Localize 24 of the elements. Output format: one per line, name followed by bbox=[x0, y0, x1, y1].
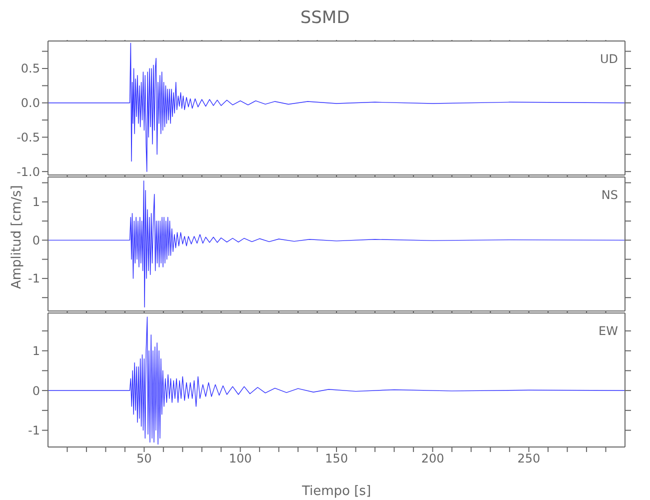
y-tick-label: 0 bbox=[32, 384, 40, 398]
y-tick-label: -1 bbox=[28, 272, 40, 286]
y-tick-label: 1 bbox=[32, 195, 40, 210]
y-axis-title: Amplitud [cm/s] bbox=[10, 185, 25, 289]
x-tick-label: 50 bbox=[136, 452, 152, 466]
x-tick-label: 150 bbox=[325, 452, 348, 466]
y-tick-label: -0.5 bbox=[16, 130, 40, 144]
y-tick-label: 0.0 bbox=[20, 96, 40, 110]
text: NS bbox=[601, 188, 618, 202]
line-series bbox=[48, 316, 625, 445]
chart-title: SSMD bbox=[299, 7, 351, 30]
line-series bbox=[48, 42, 625, 172]
y-tick-label: 0.5 bbox=[20, 62, 40, 76]
y-tick-label: -1.0 bbox=[16, 164, 40, 179]
y-tick-label: -1 bbox=[28, 424, 40, 438]
line-series bbox=[48, 180, 625, 308]
x-tick-label: 200 bbox=[421, 452, 444, 466]
x-tick-label: 250 bbox=[517, 452, 540, 466]
x-tick-label: 100 bbox=[228, 452, 252, 466]
y-tick-label: 0 bbox=[32, 233, 40, 248]
text: EW bbox=[598, 324, 618, 338]
x-axis-title: Tiempo [s] bbox=[300, 484, 372, 499]
y-tick-label: 1 bbox=[32, 344, 40, 358]
text: UD bbox=[600, 52, 618, 66]
